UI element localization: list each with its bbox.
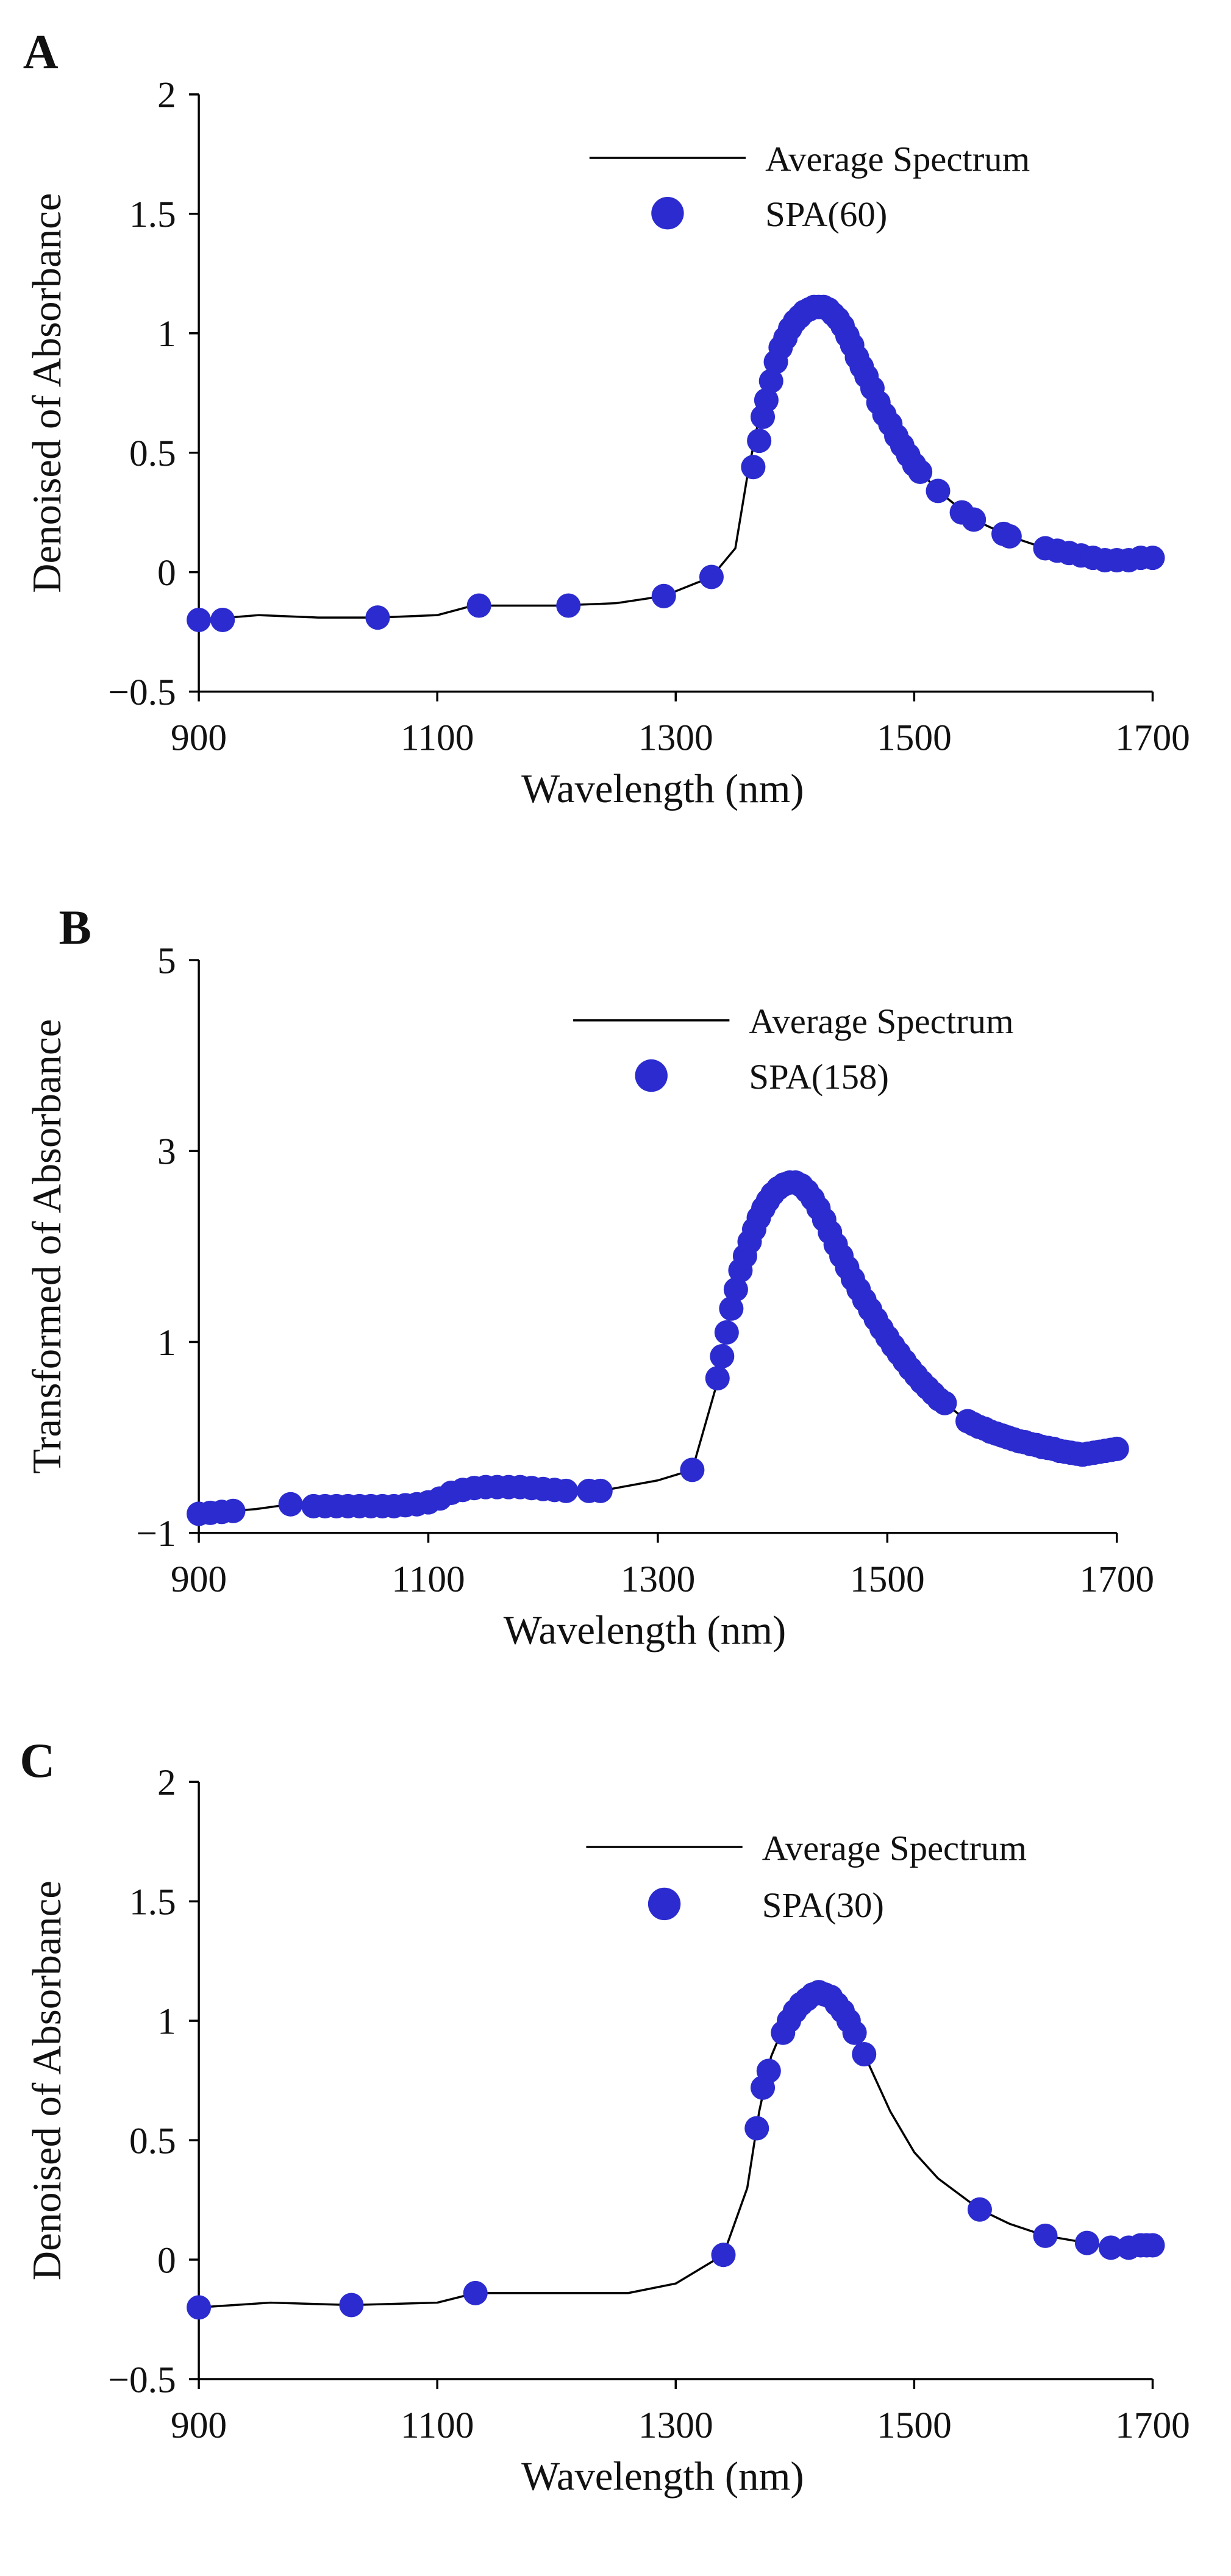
- x-tick-label: 1300: [638, 717, 713, 759]
- spa-point: [741, 455, 766, 480]
- x-axis-label: Wavelength (nm): [521, 767, 804, 811]
- spa-point: [466, 593, 491, 618]
- x-tick-label: 1700: [1115, 2405, 1190, 2446]
- y-tick-label: 2: [157, 74, 176, 116]
- panel-label: A: [23, 26, 59, 79]
- spa-point: [754, 388, 779, 413]
- spa-point: [723, 1277, 748, 1302]
- spa-point: [758, 369, 783, 394]
- spa-point: [365, 605, 390, 630]
- legend-label: SPA(158): [749, 1057, 889, 1097]
- x-tick-label: 900: [171, 2405, 227, 2446]
- legend-label: Average Spectrum: [762, 1828, 1027, 1868]
- y-tick-label: 1: [157, 1322, 176, 1364]
- spa-point: [680, 1457, 705, 1482]
- x-tick-label: 1100: [391, 1559, 465, 1600]
- spa-point: [1099, 2235, 1124, 2260]
- spa-point: [962, 507, 987, 532]
- spa-point: [699, 564, 724, 589]
- spa-point: [747, 429, 772, 454]
- spa-point: [908, 460, 933, 485]
- spa-point: [756, 2058, 781, 2083]
- spa-point: [556, 593, 581, 618]
- spa-point: [852, 2041, 877, 2067]
- legend-label: Average Spectrum: [765, 139, 1030, 179]
- spa-point: [705, 1366, 730, 1391]
- y-tick-label: 0: [157, 2240, 176, 2281]
- x-axis-label: Wavelength (nm): [504, 1608, 786, 1653]
- spa-point: [926, 479, 951, 503]
- legend-marker: [651, 197, 684, 230]
- y-tick-label: 1.5: [129, 194, 176, 235]
- x-tick-label: 1500: [850, 1559, 925, 1600]
- spa-point: [710, 1344, 735, 1369]
- x-tick-label: 1700: [1115, 717, 1190, 759]
- spa-point: [210, 607, 235, 633]
- x-axis-label: Wavelength (nm): [521, 2455, 804, 2499]
- x-tick-label: 1300: [638, 2405, 713, 2446]
- spa-point: [588, 1478, 613, 1503]
- spa-point: [651, 583, 676, 608]
- spa-point: [221, 1498, 246, 1523]
- spectrum-line: [198, 305, 1153, 621]
- y-tick-label: 0: [157, 552, 176, 594]
- legend-label: SPA(30): [762, 1885, 884, 1925]
- spa-point: [1104, 1436, 1129, 1461]
- x-tick-label: 1500: [877, 717, 952, 759]
- y-tick-label: 1.5: [129, 1882, 176, 1923]
- y-axis-label: Denoised of Absorbance: [25, 193, 70, 593]
- spa-point: [187, 2295, 212, 2320]
- panel-label: C: [20, 1734, 55, 1788]
- spa-point: [187, 607, 212, 633]
- y-tick-label: 1: [157, 313, 176, 355]
- spa-point: [278, 1492, 303, 1517]
- y-axis-label: Denoised of Absorbance: [25, 1880, 70, 2280]
- x-tick-label: 1100: [401, 2405, 474, 2446]
- y-tick-label: 5: [157, 940, 176, 981]
- spa-point: [744, 2116, 769, 2141]
- spectrum-line: [198, 1181, 1118, 1515]
- spa-point: [997, 524, 1022, 549]
- x-tick-label: 1500: [877, 2405, 952, 2446]
- y-tick-label: −1: [136, 1513, 176, 1554]
- y-tick-label: 3: [157, 1131, 176, 1173]
- spa-point: [463, 2280, 488, 2305]
- spa-point: [554, 1478, 579, 1503]
- spa-point: [1074, 2230, 1099, 2255]
- spa-point: [842, 2020, 867, 2045]
- x-tick-label: 1100: [401, 717, 474, 759]
- y-tick-label: 0.5: [129, 433, 176, 474]
- spa-point: [1140, 546, 1165, 571]
- y-axis-label: Transformed of Absorbance: [25, 1019, 70, 1474]
- x-tick-label: 1700: [1079, 1559, 1154, 1600]
- y-tick-label: −0.5: [108, 2359, 176, 2400]
- spa-point: [967, 2197, 992, 2222]
- spa-point: [1140, 2233, 1165, 2258]
- y-tick-label: 2: [157, 1762, 176, 1804]
- y-tick-label: 1: [157, 2001, 176, 2042]
- y-tick-label: −0.5: [108, 672, 176, 713]
- legend-marker: [648, 1887, 681, 1921]
- spa-point: [714, 1320, 739, 1345]
- spectrum-line: [198, 1991, 1153, 2309]
- y-tick-label: 0.5: [129, 2120, 176, 2161]
- spa-point: [339, 2293, 364, 2318]
- spa-point: [719, 1296, 744, 1321]
- legend-label: SPA(60): [765, 194, 887, 234]
- x-tick-label: 1300: [621, 1559, 696, 1600]
- spa-point: [1033, 2223, 1058, 2248]
- panel-label: B: [59, 901, 91, 955]
- legend-marker: [635, 1059, 668, 1092]
- x-tick-label: 900: [171, 717, 227, 759]
- x-tick-label: 900: [171, 1559, 227, 1600]
- spa-point: [711, 2243, 736, 2268]
- legend-label: Average Spectrum: [749, 1002, 1013, 1041]
- spa-point: [932, 1390, 957, 1415]
